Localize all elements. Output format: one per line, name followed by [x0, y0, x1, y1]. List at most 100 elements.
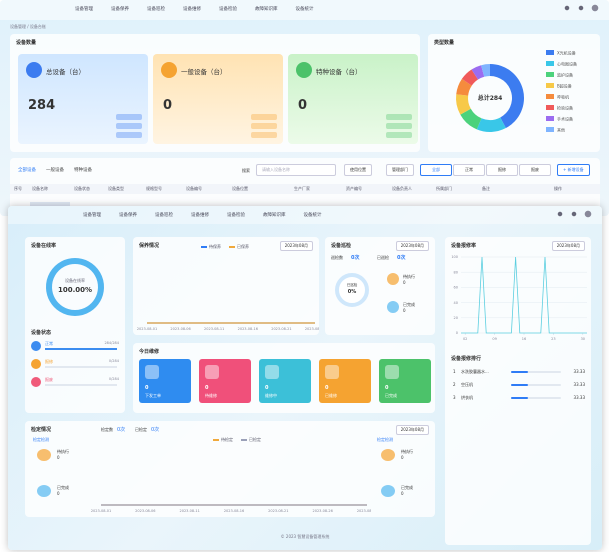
- pie-segment: [461, 69, 479, 86]
- repair-tile: 0 待维修: [199, 359, 251, 403]
- back-screen: 设备管理 设备保养 设备巡检 设备维修 设备检验 故障知识库 设备统计 设备管理 / 设备台账…: [0, 0, 609, 216]
- online-panel: 设备在线率 设备在线率 100.00% 设备状态 正常 284/284 报修 0/284 报废 0…: [25, 237, 125, 413]
- card-chip: [251, 114, 277, 120]
- stat-label: 已巡检: [377, 255, 389, 260]
- donut-center: 总计284: [478, 94, 503, 102]
- x-tick-label: 2023-08-26: [312, 509, 332, 513]
- task-label: 已完成: [403, 302, 415, 307]
- status-button[interactable]: 报废: [519, 164, 551, 176]
- card-label: 总设备（台）: [46, 68, 85, 76]
- maintenance-panel: 保养情况 2023年08月 待保养 已保养 2023-08-01 2023-08-06 20…: [133, 237, 319, 335]
- rank-track: [511, 383, 561, 386]
- legend-label: B超设备: [557, 83, 572, 89]
- nav-item[interactable]: 设备统计: [295, 7, 314, 12]
- nav-item[interactable]: 故障知识库: [263, 213, 286, 218]
- front-screen: 设备管理 设备保养 设备巡检 设备维修 设备检验 故障知识库 设备统计设备在线率 设备在线率 1…: [8, 206, 602, 550]
- month-select[interactable]: 2023年08月: [395, 241, 429, 251]
- x-tick-label: 2023-08-06: [170, 327, 190, 331]
- legend-label: 已保养: [237, 244, 249, 249]
- tab[interactable]: 特种设备: [74, 168, 92, 173]
- nav-item[interactable]: 故障知识库: [255, 7, 278, 12]
- nav-item[interactable]: 设备检验: [219, 7, 237, 12]
- calibration-panel: 检定情况 2023年08月 检定数 0次 已检定 0次 检定检测 检定检测 待执行 0 已完成 0 待执…: [25, 421, 435, 517]
- rank-name: 空压机: [461, 382, 473, 387]
- legend-swatch: [201, 245, 207, 248]
- tile-icon: [205, 365, 219, 379]
- month-select[interactable]: 2023年08月: [279, 241, 313, 251]
- column-header: 设备编号: [186, 186, 202, 191]
- legend-swatch: [241, 438, 247, 441]
- card-chip: [116, 114, 142, 120]
- ring-label: 已巡检: [346, 283, 358, 287]
- task-value: 0: [403, 280, 406, 285]
- status-bar: [45, 348, 117, 350]
- legend-swatch: [213, 438, 219, 441]
- task-label: 已完成: [401, 485, 413, 490]
- legend-swatch: [546, 127, 554, 132]
- legend-label: 检验设备: [557, 105, 573, 111]
- type-panel: 类型数量 总计284 X光机设备 心电图设备 监护设备 B超设备 呼吸机 检验设备 手术设备 其他: [428, 34, 600, 152]
- stat-value: 0次: [117, 427, 126, 433]
- filter-select[interactable]: 使用位置: [344, 164, 372, 176]
- legend-swatch: [546, 72, 554, 77]
- card-value: 0: [298, 98, 308, 113]
- card-chip: [386, 123, 412, 129]
- stat-label: 已检定: [135, 427, 147, 432]
- x-tick-label: 2023-08-11: [204, 327, 224, 331]
- add-button[interactable]: + 新增设备: [557, 164, 590, 176]
- nav-item[interactable]: 设备保养: [119, 213, 137, 218]
- x-tick-label: 2023-08-26: [305, 327, 319, 331]
- nav-item[interactable]: 设备维修: [191, 213, 209, 218]
- status-button[interactable]: 全部: [420, 164, 452, 176]
- x-tick-label: 02: [463, 337, 467, 341]
- nav-item[interactable]: 设备管理: [83, 213, 101, 218]
- nav-item[interactable]: 设备检验: [227, 213, 245, 218]
- nav-item[interactable]: 设备巡检: [147, 7, 165, 12]
- card-chip: [251, 132, 277, 138]
- column-header: 操作: [554, 186, 562, 191]
- task-icon: [387, 273, 399, 285]
- status-button[interactable]: 报修: [486, 164, 518, 176]
- tab[interactable]: 全部设备: [18, 168, 36, 173]
- tile-label: 维修中: [265, 393, 277, 398]
- legend-swatch: [546, 61, 554, 66]
- month-select[interactable]: 2023年08月: [551, 241, 585, 251]
- status-button[interactable]: 正常: [453, 164, 485, 176]
- tile-value: 0: [145, 385, 149, 391]
- stat-card: 总设备（台） 284: [18, 54, 148, 144]
- chart: 设备在线率 100.00%: [46, 258, 104, 316]
- nav-item[interactable]: 设备保养: [111, 7, 129, 12]
- ring-label: 设备在线率: [65, 277, 85, 283]
- rank-value: 33.33: [573, 369, 585, 374]
- column-header: 规格型号: [146, 186, 162, 191]
- tile-icon: [385, 365, 399, 379]
- card-icon: [161, 62, 177, 78]
- inspection-panel: 设备巡检 2023年08月 巡检数 0次 已巡检 0次 已巡检 0% 待执行 0 已完成 0: [325, 237, 435, 335]
- stat-value: 0次: [351, 255, 360, 261]
- month-select[interactable]: 2023年08月: [395, 425, 429, 435]
- search-input[interactable]: 请输入设备名称: [256, 164, 336, 176]
- task-label: 已完成: [57, 485, 69, 490]
- legend-label: 手术设备: [557, 116, 573, 122]
- nav-item[interactable]: 设备管理: [75, 7, 93, 12]
- footer: © 2023 智慧设备管理系统: [280, 534, 330, 539]
- column-header: 设备类型: [108, 186, 124, 191]
- nav-item[interactable]: 设备统计: [303, 213, 322, 218]
- task-icon: [37, 449, 51, 461]
- rank-number: 2: [453, 382, 456, 387]
- bar-track: [45, 384, 117, 386]
- task-icon: [381, 449, 395, 461]
- y-tick-label: 60: [454, 286, 458, 290]
- x-tick-label: 30: [581, 337, 585, 341]
- tile-label: 待维修: [205, 393, 217, 398]
- y-tick-label: 80: [454, 270, 458, 274]
- nav-item[interactable]: 设备巡检: [155, 213, 173, 218]
- rank-bar: [511, 396, 528, 399]
- tab[interactable]: 一般设备: [46, 168, 64, 173]
- task-label: 待执行: [401, 449, 413, 454]
- pie-segment: [471, 65, 485, 80]
- nav-item[interactable]: 设备维修: [183, 7, 201, 12]
- rank-track: [511, 370, 561, 373]
- filter-select[interactable]: 管理部门: [386, 164, 414, 176]
- card-icon: [26, 62, 42, 78]
